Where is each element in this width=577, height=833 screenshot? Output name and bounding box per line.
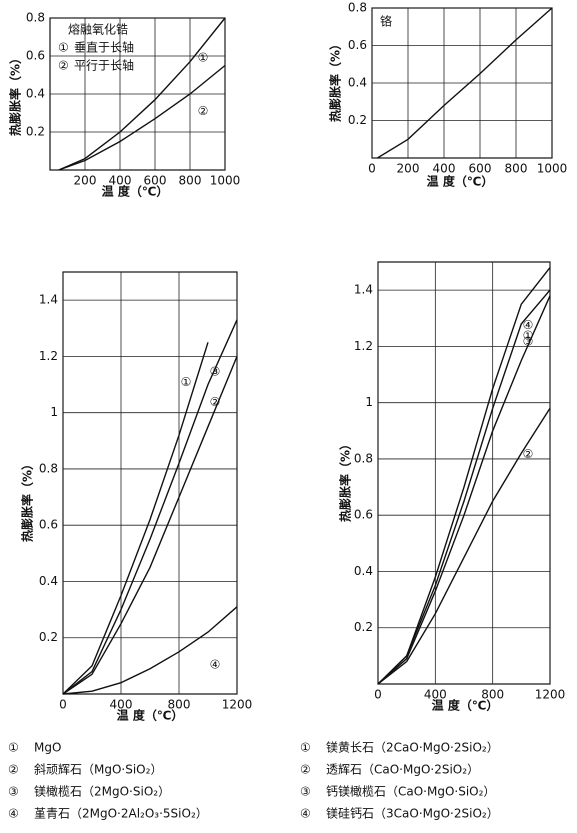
y-tick-label: 1 — [365, 395, 373, 409]
legend-marker: ③ — [300, 785, 311, 799]
data-line — [62, 356, 238, 695]
legend-label: 镁黄长石（2CaO·MgO·2SiO₂） — [326, 741, 499, 755]
x-tick-label: 1000 — [210, 174, 241, 188]
curve-marker: ② — [210, 395, 221, 409]
legend-label: 铬 — [380, 14, 392, 29]
y-tick-label: 0.4 — [354, 564, 373, 578]
x-axis-title: 温 度（℃） — [102, 184, 169, 199]
curve-marker: ③ — [523, 335, 534, 349]
x-tick-label: 0 — [59, 698, 67, 712]
y-tick-label: 0.6 — [26, 49, 45, 63]
curve-marker: ② — [523, 447, 534, 461]
curve-marker: ① — [523, 328, 534, 342]
legend-marker: ② — [58, 59, 69, 73]
x-tick-label: 800 — [481, 688, 504, 702]
y-tick-label: 1.2 — [354, 339, 373, 353]
y-tick-label: 1.4 — [39, 293, 58, 307]
x-tick-label: 1000 — [537, 162, 568, 176]
curve-marker: ④ — [523, 318, 534, 332]
y-tick-label: 1 — [50, 405, 58, 419]
y-tick-label: 0.6 — [39, 518, 58, 532]
legend-marker: ② — [8, 763, 19, 777]
x-tick-label: 600 — [144, 174, 167, 188]
legend-label: 钙镁橄榄石（CaO·MgO·SiO₂） — [326, 784, 495, 799]
legend-marker: ④ — [300, 807, 311, 821]
legend-label: 堇青石（2MgO·2Al₂O₃·5SiO₂） — [34, 807, 208, 821]
curve-marker: ② — [198, 104, 209, 118]
legend-label: 镁硅钙石（3CaO·MgO·2SiO₂） — [326, 807, 499, 821]
x-tick-label: 400 — [109, 174, 132, 188]
data-line — [377, 295, 551, 685]
y-axis-title: 热膨胀率（%） — [328, 38, 343, 122]
legend-marker: ② — [300, 763, 311, 777]
legend-marker: ③ — [8, 785, 19, 799]
curve-marker: ① — [198, 51, 209, 65]
x-tick-label: 400 — [110, 698, 133, 712]
x-axis-title: 温 度（℃） — [427, 174, 494, 189]
curve-marker: ③ — [210, 364, 221, 378]
data-line — [62, 606, 238, 695]
x-tick-label: 0 — [374, 688, 382, 702]
legend-label: 平行于长轴 — [74, 58, 134, 73]
y-tick-label: 0.2 — [26, 125, 45, 139]
x-tick-label: 800 — [505, 162, 528, 176]
data-line — [58, 64, 226, 171]
data-line — [377, 7, 553, 159]
x-tick-label: 600 — [469, 162, 492, 176]
y-tick-label: 0.2 — [39, 630, 58, 644]
x-tick-label: 400 — [424, 688, 447, 702]
y-tick-label: 1.2 — [39, 349, 58, 363]
legend-marker: ④ — [8, 807, 19, 821]
x-axis-title: 温 度（℃） — [117, 708, 184, 723]
x-tick-label: 1200 — [535, 688, 566, 702]
x-tick-label: 200 — [397, 162, 420, 176]
x-tick-label: 200 — [74, 174, 97, 188]
annotation: 熔融氧化锆 — [68, 22, 128, 37]
curve-marker: ① — [181, 375, 192, 389]
legend-marker: ① — [300, 741, 311, 755]
y-axis-title: 热膨胀率（%） — [8, 52, 23, 136]
legend-label: 斜顽辉石（MgO·SiO₂） — [34, 763, 162, 777]
y-tick-label: 0.6 — [348, 38, 367, 52]
legend-marker: ① — [8, 741, 19, 755]
y-tick-label: 0.8 — [39, 461, 58, 475]
y-tick-label: 0.8 — [26, 11, 45, 25]
legend-label: MgO — [34, 741, 61, 755]
legend-label: 垂直于长轴 — [74, 40, 134, 55]
x-tick-label: 800 — [179, 174, 202, 188]
legend-marker: ① — [58, 41, 69, 55]
y-tick-label: 0.8 — [354, 451, 373, 465]
y-tick-label: 0.4 — [348, 76, 367, 90]
y-tick-label: 1.4 — [354, 283, 373, 297]
curve-marker: ④ — [210, 657, 221, 671]
y-axis-title: 热膨胀率（%） — [338, 438, 353, 522]
y-tick-label: 0.6 — [354, 508, 373, 522]
data-line — [58, 17, 226, 171]
y-tick-label: 0.4 — [39, 574, 58, 588]
y-axis-title: 热膨胀率（%） — [20, 458, 35, 542]
y-tick-label: 0.2 — [354, 620, 373, 634]
x-tick-label: 1200 — [222, 698, 253, 712]
y-tick-label: 0.4 — [26, 87, 45, 101]
x-axis-title: 温 度（℃） — [432, 698, 499, 713]
data-line — [377, 407, 551, 685]
data-line — [62, 319, 238, 695]
y-tick-label: 0.8 — [348, 1, 367, 15]
x-tick-label: 0 — [368, 162, 376, 176]
x-tick-label: 400 — [433, 162, 456, 176]
x-tick-label: 800 — [168, 698, 191, 712]
plot-frame — [62, 271, 238, 695]
data-line — [62, 342, 209, 695]
data-line — [377, 267, 551, 685]
legend-label: 镁橄榄石（2MgO·SiO₂） — [34, 784, 170, 799]
legend-label: 透辉石（CaO·MgO·2SiO₂） — [326, 763, 479, 777]
y-tick-label: 0.2 — [348, 113, 367, 127]
